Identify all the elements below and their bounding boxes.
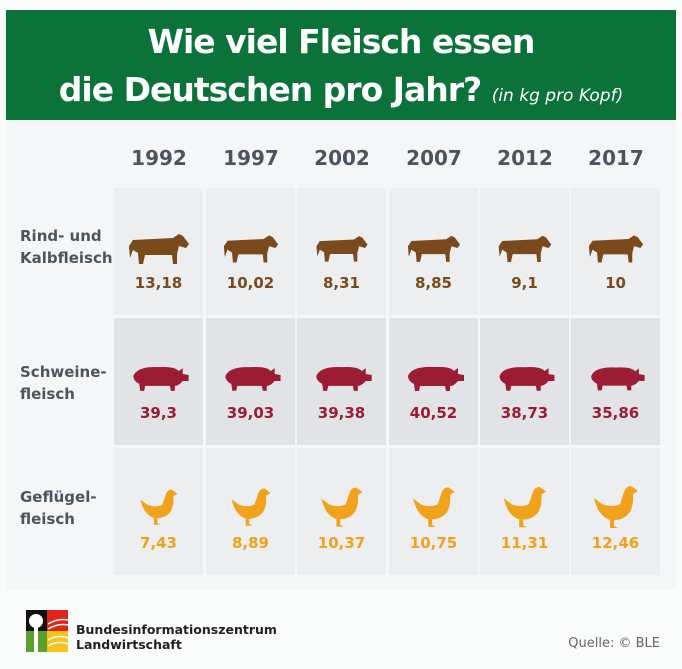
row-label-beef: Rind- und Kalbfleisch (20, 225, 113, 269)
value-label: 39,38 (317, 404, 366, 422)
pig-icon (495, 367, 555, 391)
bzl-logo (26, 610, 68, 652)
chicken-icon (321, 487, 363, 527)
chicken-icon (231, 488, 271, 526)
data-cell: 8,85 (389, 188, 478, 315)
value-label: 39,03 (226, 404, 275, 422)
unit-label: (in kg pro Kopf) (491, 86, 624, 106)
year-header: 1992 (131, 146, 187, 170)
pig-icon (129, 366, 189, 391)
value-label: 12,46 (591, 534, 640, 552)
value-label: 39,3 (139, 404, 177, 422)
value-label: 7,43 (139, 534, 177, 552)
cow-icon (223, 235, 279, 263)
data-cell: 7,43 (114, 448, 203, 575)
value-label: 9,1 (511, 274, 538, 292)
data-cell: 10,75 (389, 448, 478, 575)
value-label: 38,73 (500, 404, 549, 422)
value-label: 10 (605, 274, 626, 292)
chicken-icon (140, 489, 178, 525)
value-label: 8,31 (322, 274, 360, 292)
data-cell: 8,89 (206, 448, 295, 575)
data-cell: 9,1 (480, 188, 569, 315)
value-label: 10,02 (226, 274, 275, 292)
row-label-line: Geflügel- (20, 488, 97, 506)
chicken-icon (503, 486, 547, 528)
data-cell: 10,37 (297, 448, 386, 575)
pig-icon (587, 367, 645, 391)
row-label-line: Kalbfleisch (20, 249, 113, 267)
data-cell: 35,86 (571, 318, 660, 445)
org-line: Bundesinformationszentrum (76, 622, 277, 637)
title-line-1: Wie viel Fleisch essen (147, 22, 536, 61)
year-header: 1997 (223, 146, 279, 170)
data-cell: 13,18 (114, 188, 203, 315)
value-label: 10,37 (317, 534, 366, 552)
data-cell: 39,38 (297, 318, 386, 445)
row-label-line: Rind- und (20, 227, 102, 245)
data-cell: 10,02 (206, 188, 295, 315)
value-label: 8,89 (231, 534, 269, 552)
cow-icon (407, 235, 461, 262)
cow-icon (498, 235, 552, 263)
row-label-line: fleisch (20, 510, 75, 528)
row-label-pork: Schweine-fleisch (20, 361, 107, 405)
data-cell: 10 (571, 188, 660, 315)
value-label: 35,86 (591, 404, 640, 422)
data-cell: 40,52 (389, 318, 478, 445)
data-cell: 11,31 (480, 448, 569, 575)
org-line: Landwirtschaft (76, 637, 182, 652)
data-cell: 39,03 (206, 318, 295, 445)
row-label-line: Schweine- (20, 363, 107, 381)
data-cell: 12,46 (571, 448, 660, 575)
data-cell: 38,73 (480, 318, 569, 445)
year-header: 2007 (406, 146, 462, 170)
data-cell: 8,31 (297, 188, 386, 315)
cow-icon (316, 236, 368, 262)
title-banner: Wie viel Fleisch essen die Deutschen pro… (6, 10, 676, 120)
chicken-icon (413, 487, 455, 527)
year-header: 2017 (588, 146, 644, 170)
data-cell: 39,3 (114, 318, 203, 445)
pig-icon (404, 366, 464, 391)
title-text: die Deutschen pro Jahr? (58, 70, 482, 109)
value-label: 13,18 (134, 274, 183, 292)
row-label-line: fleisch (20, 385, 75, 403)
cow-icon (588, 235, 644, 263)
cow-icon (129, 234, 189, 264)
pig-icon (221, 367, 281, 391)
source-label: Quelle: © BLE (568, 636, 660, 651)
chicken-icon (594, 486, 638, 528)
value-label: 8,85 (414, 274, 452, 292)
value-label: 10,75 (409, 534, 458, 552)
value-label: 11,31 (500, 534, 549, 552)
year-header: 2012 (497, 146, 553, 170)
title-line-2: die Deutschen pro Jahr? (in kg pro Kopf) (6, 70, 676, 109)
pig-icon (312, 366, 372, 391)
row-label-poultry: Geflügel-fleisch (20, 486, 97, 530)
value-label: 40,52 (409, 404, 458, 422)
organization-name: Bundesinformationszentrum Landwirtschaft (76, 622, 277, 652)
year-header: 2002 (314, 146, 370, 170)
